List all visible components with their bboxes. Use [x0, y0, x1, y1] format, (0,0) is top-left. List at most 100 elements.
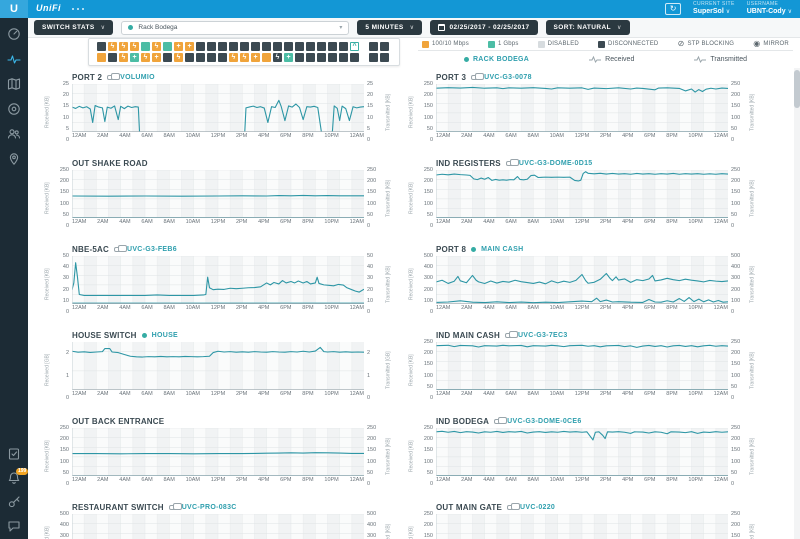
scrollbar-thumb[interactable] — [794, 70, 800, 108]
chart-card-out-main-gate: OUT MAIN GATE UVC-0220 Received [KB] 250200… — [408, 498, 756, 539]
sidebar-item-devices[interactable] — [7, 102, 21, 116]
chart-device-link[interactable]: UVC-G3-DOME-0D15 — [518, 160, 593, 167]
y-axis-label-left: Received [GB] — [44, 353, 51, 387]
port-disconnected[interactable] — [369, 42, 378, 51]
port-disconnected[interactable] — [339, 42, 348, 51]
chart-device-link[interactable]: MAIN CASH — [481, 246, 524, 253]
username-dropdown[interactable]: USERNAME UBNT-Cody ∨ — [747, 2, 792, 15]
port-disconnected-poe[interactable]: ϟ — [273, 53, 282, 62]
series-received — [72, 100, 364, 132]
port-disconnected[interactable] — [295, 42, 304, 51]
chart-device-link[interactable]: UVC-G3-7EC3 — [517, 332, 568, 339]
chart-card-nbe-5ac: NBE-5AC UVC-G3-FEB6 Received [KB] 50 40 30 20 1… — [44, 240, 392, 326]
port-100mbps-poe[interactable]: ϟ — [240, 53, 249, 62]
port-disconnected[interactable] — [218, 53, 227, 62]
device-select[interactable]: Rack Bodega ▾ — [121, 20, 350, 35]
chart-device-link[interactable]: HOUSE — [151, 332, 179, 339]
port-100mbps-poe[interactable]: ϟ — [119, 53, 128, 62]
chart-device-link[interactable]: UVC-0220 — [520, 504, 556, 511]
port-1gbps-plus[interactable]: + — [284, 53, 293, 62]
port-disconnected[interactable] — [262, 42, 271, 51]
port-disconnected[interactable] — [369, 53, 378, 62]
port-disconnected[interactable] — [207, 53, 216, 62]
port-100mbps-plus[interactable]: + — [251, 53, 260, 62]
port-disconnected[interactable] — [380, 42, 389, 51]
port-100mbps-poe[interactable]: ϟ — [141, 53, 150, 62]
sidebar-item-dashboard[interactable] — [7, 27, 21, 41]
port-disconnected[interactable] — [339, 53, 348, 62]
sidebar-item-events[interactable] — [7, 447, 21, 461]
chart-card-house-switch: HOUSE SWITCH HOUSE Received [GB] 2 1 0 12AM 2AM… — [44, 326, 392, 412]
port-100mbps-poe[interactable]: ϟ — [229, 53, 238, 62]
series-received — [436, 431, 728, 440]
port-disconnected[interactable] — [218, 42, 227, 51]
swatch-icon — [598, 40, 606, 48]
port-disconnected[interactable] — [328, 42, 337, 51]
port-disconnected[interactable] — [108, 53, 117, 62]
port-100mbps-poe[interactable]: ϟ — [152, 42, 161, 51]
port-100mbps-poe[interactable]: ϟ — [119, 42, 128, 51]
sidebar-item-insights[interactable] — [7, 152, 21, 166]
chart-device-link[interactable]: UVC-PRO-083C — [181, 504, 237, 511]
port-disconnected[interactable] — [306, 42, 315, 51]
sort-button[interactable]: SORT: NATURAL ∨ — [545, 20, 630, 35]
port-disconnected[interactable] — [207, 42, 216, 51]
date-range-button[interactable]: 02/25/2017 - 02/25/2017 — [430, 20, 538, 35]
chart-device-link[interactable]: UVC-G3-FEB6 — [126, 246, 177, 253]
port-disconnected[interactable] — [240, 42, 249, 51]
port-disconnected[interactable] — [163, 53, 172, 62]
ubiquiti-logo[interactable]: U — [0, 0, 28, 18]
chart-device-link[interactable]: UVC-G3-0078 — [484, 74, 532, 81]
port-100mbps-poe[interactable]: ϟ — [108, 42, 117, 51]
port-100mbps-plus[interactable]: + — [174, 42, 183, 51]
port-disconnected[interactable] — [328, 53, 337, 62]
port-100mbps-plus[interactable]: + — [185, 42, 194, 51]
port-disconnected[interactable] — [295, 53, 304, 62]
port-disconnected[interactable] — [185, 53, 194, 62]
refresh-icon[interactable]: ↻ — [665, 3, 682, 15]
port-100mbps-poe[interactable]: ϟ — [174, 53, 183, 62]
legend-site: RACK BODEGA — [463, 56, 529, 63]
port-100mbps[interactable] — [262, 53, 271, 62]
port-uplink[interactable]: ^ — [350, 42, 359, 51]
chart-plot — [436, 170, 728, 219]
port-grid-panel: ϟ ϟ ϟ ϟ + + ^ ϟ + ϟ + ϟ ϟ ϟ + ϟ + — [88, 38, 400, 66]
sidebar-item-settings[interactable] — [7, 495, 21, 509]
port-disconnected[interactable] — [196, 53, 205, 62]
port-disconnected[interactable] — [350, 53, 359, 62]
current-site-dropdown[interactable]: CURRENT SITE SuperSol ∨ — [693, 2, 735, 15]
port-1gbps[interactable] — [141, 42, 150, 51]
port-disconnected[interactable] — [229, 42, 238, 51]
port-disconnected[interactable] — [273, 42, 282, 51]
port-100mbps[interactable] — [97, 53, 106, 62]
chart-title: IND BODEGA — [436, 417, 490, 426]
port-disconnected[interactable] — [284, 42, 293, 51]
port-100mbps-poe[interactable]: ϟ — [130, 42, 139, 51]
port-disconnected[interactable] — [380, 53, 389, 62]
port-1gbps-plus[interactable]: + — [130, 53, 139, 62]
sidebar-item-map[interactable] — [7, 77, 21, 91]
x-axis-ticks: 12AM 2AM 4AM 6AM 8AM 10AM 12PM 2PM 4PM 6PM 8PM 10PM… — [436, 391, 728, 398]
sidebar-item-chat[interactable] — [7, 519, 21, 533]
port-disconnected[interactable] — [251, 42, 260, 51]
sidebar-item-statistics[interactable] — [7, 52, 21, 66]
sidebar: 199 — [0, 18, 29, 539]
port-disconnected[interactable] — [97, 42, 106, 51]
sidebar-item-alerts[interactable]: 199 — [7, 468, 29, 485]
chart-device-link[interactable]: VOLUMIO — [120, 74, 155, 81]
interval-button[interactable]: 5 MINUTES ∨ — [357, 20, 423, 35]
sidebar-item-clients[interactable] — [7, 127, 21, 141]
charts-grid: PORT 2 VOLUMIO Received [KB] 25 20 15 10 5 0 12AM… — [44, 68, 756, 539]
series-received — [72, 263, 364, 296]
port-disconnected[interactable] — [317, 53, 326, 62]
port-100mbps-plus[interactable]: + — [152, 53, 161, 62]
stats-type-button[interactable]: SWITCH STATS ∨ — [34, 20, 114, 35]
port-disconnected[interactable] — [306, 53, 315, 62]
chart-device-link[interactable]: UVC-G3-DOME-0CE6 — [507, 418, 582, 425]
port-1gbps[interactable] — [163, 42, 172, 51]
port-disconnected[interactable] — [317, 42, 326, 51]
port-disconnected[interactable] — [196, 42, 205, 51]
